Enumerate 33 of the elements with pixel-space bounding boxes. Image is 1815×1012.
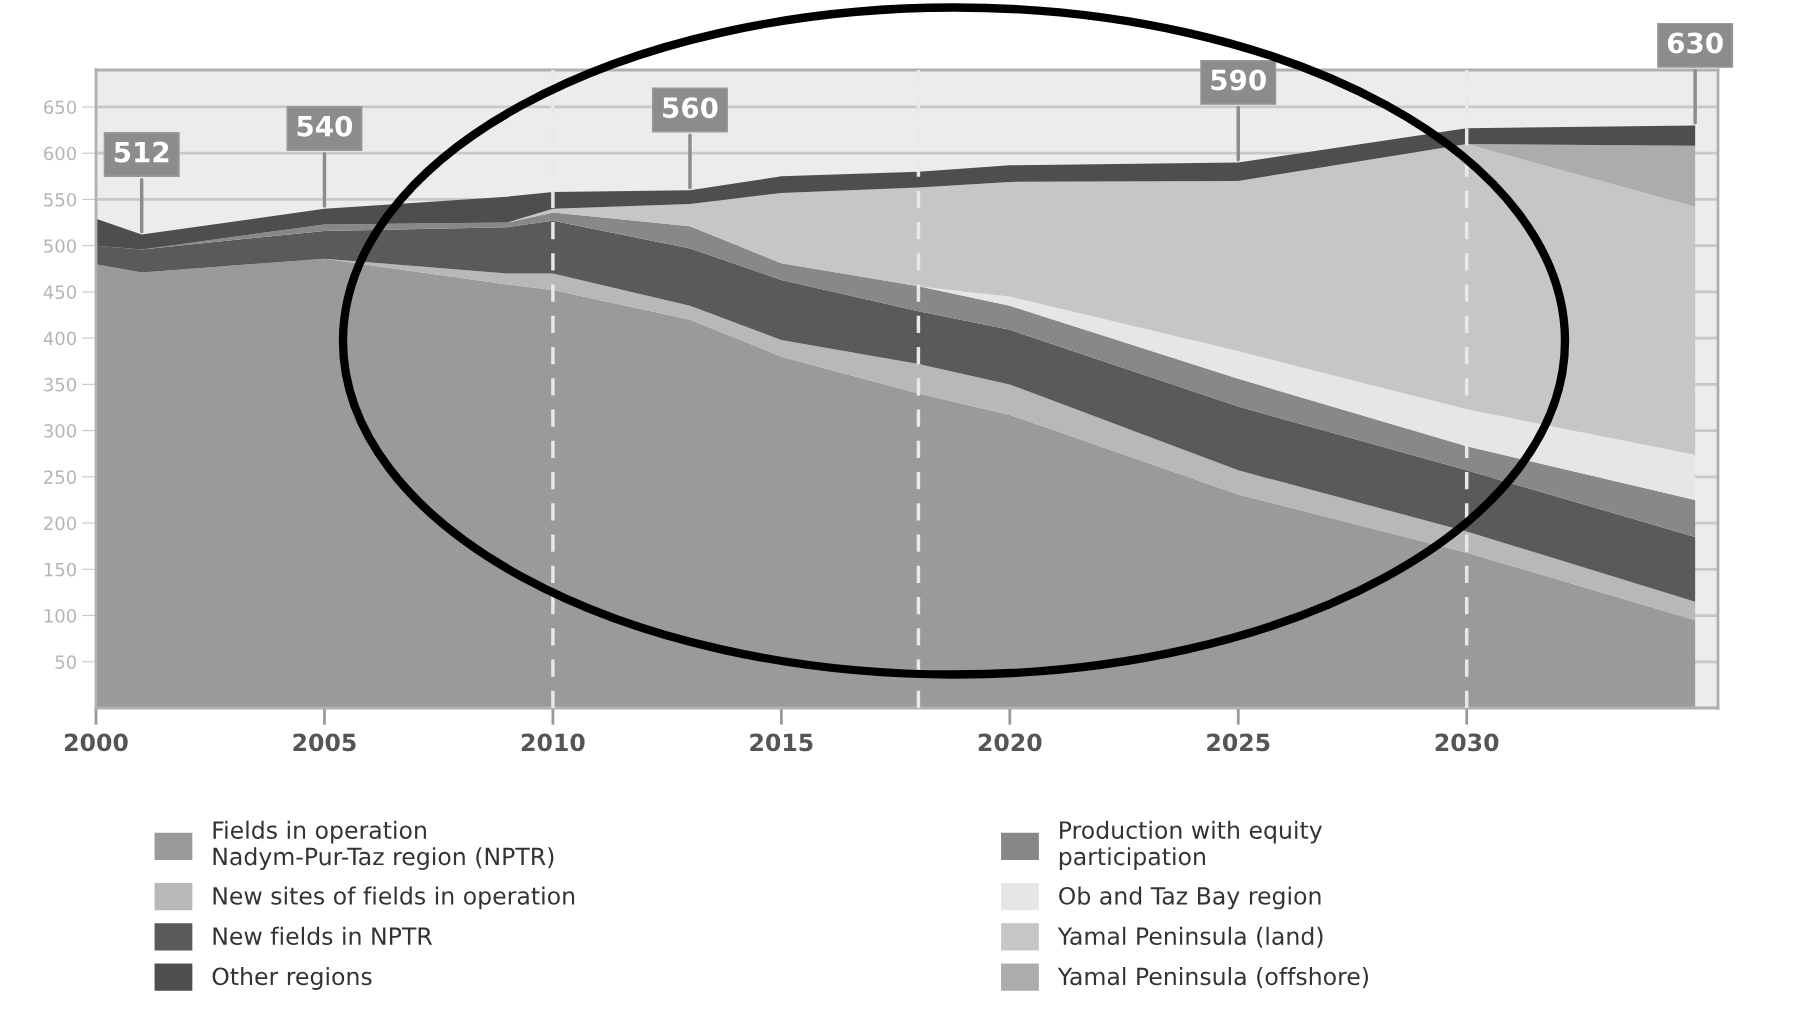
x-tick-label: 2015 [750, 733, 813, 752]
x-tick-label: 2000 [65, 733, 128, 752]
y-tick-label: 100 [44, 609, 77, 623]
legend-label: Other regions [212, 967, 372, 990]
y-tick-label: 600 [44, 146, 77, 161]
y-tick-label: 250 [44, 470, 77, 484]
x-tick-label: 2010 [521, 733, 585, 752]
y-tick-label: 50 [55, 655, 77, 669]
legend-label: New fields in NPTR [213, 926, 433, 946]
legend-label: Yamal Peninsula (land) [1057, 926, 1323, 948]
legend-label: Yamal Peninsula (offshore) [1057, 967, 1369, 989]
legend-label: New sites of fields in operation [213, 886, 575, 910]
y-tick-label: 200 [44, 516, 77, 531]
annotation: 560 [663, 97, 718, 119]
x-tick-label: 2030 [1435, 733, 1499, 752]
y-tick-label: 400 [43, 331, 77, 346]
y-tick-label: 300 [44, 424, 77, 438]
annotation: 590 [1211, 69, 1266, 91]
y-tick-label: 550 [44, 192, 77, 207]
legend-label: Ob and Taz Bay region [1059, 886, 1321, 910]
annotation: 540 [297, 115, 353, 137]
annotation: 630 [1667, 32, 1723, 54]
y-tick-label: 350 [44, 377, 77, 392]
x-tick-label: 2020 [978, 733, 1042, 752]
legend-label: Fields in operation Nadym-Pur-Taz region (NPTR) [213, 820, 554, 870]
legend-label: Production with equity participation [1059, 820, 1323, 870]
annotation: 512 [114, 141, 169, 163]
y-tick-label: 150 [44, 562, 77, 577]
x-tick-label: 2005 [293, 733, 356, 752]
x-tick-label: 2025 [1207, 733, 1270, 752]
y-tick-label: 450 [43, 285, 77, 300]
y-tick-label: 650 [44, 100, 77, 115]
y-tick-label: 500 [44, 239, 77, 253]
